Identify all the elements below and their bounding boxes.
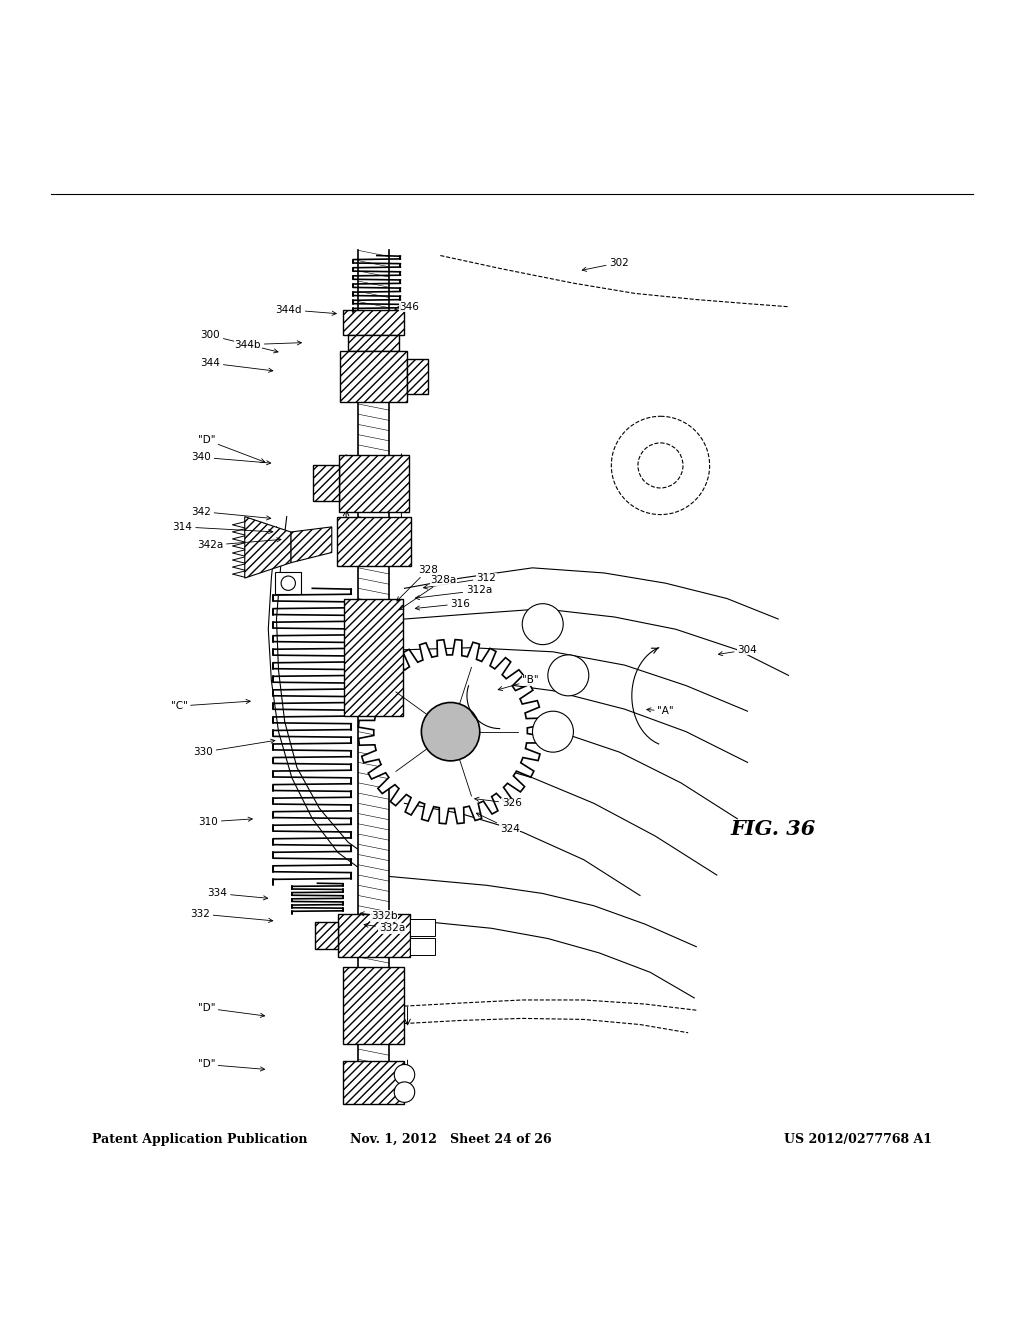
Circle shape — [422, 702, 479, 760]
Circle shape — [394, 1064, 415, 1085]
Bar — [343, 1061, 404, 1105]
Polygon shape — [245, 516, 291, 578]
Text: "A": "A" — [647, 706, 674, 717]
Bar — [337, 516, 411, 566]
Text: 340: 340 — [191, 453, 270, 465]
Text: 328: 328 — [397, 565, 437, 601]
Bar — [339, 455, 409, 512]
Text: 346: 346 — [395, 302, 419, 312]
Text: 344d: 344d — [275, 305, 336, 315]
Polygon shape — [358, 640, 543, 824]
Text: 342a: 342a — [197, 537, 281, 550]
Text: 314: 314 — [173, 521, 272, 533]
Text: 344b: 344b — [234, 339, 301, 350]
Text: 312: 312 — [424, 573, 496, 589]
Bar — [313, 466, 339, 502]
Text: 332b: 332b — [360, 911, 397, 921]
Text: 304: 304 — [719, 644, 757, 656]
Bar — [275, 572, 301, 594]
Text: "D": "D" — [198, 1060, 264, 1071]
Bar — [348, 335, 399, 351]
Text: 302: 302 — [583, 257, 629, 272]
Text: 332: 332 — [190, 909, 272, 923]
Text: 300: 300 — [201, 330, 278, 352]
Text: "D": "D" — [198, 1003, 264, 1018]
Text: 342: 342 — [191, 507, 270, 520]
Text: 332a: 332a — [365, 923, 406, 933]
Text: "D": "D" — [198, 434, 265, 462]
Circle shape — [532, 711, 573, 752]
Bar — [410, 937, 435, 954]
Text: "B": "B" — [498, 676, 539, 690]
Bar — [344, 598, 403, 717]
Text: "C": "C" — [171, 700, 250, 711]
Bar — [343, 968, 404, 1044]
Circle shape — [548, 655, 589, 696]
Bar — [407, 359, 428, 393]
Bar — [343, 310, 404, 335]
Text: 330: 330 — [194, 739, 274, 758]
Text: 328a: 328a — [399, 576, 457, 610]
Text: 316: 316 — [416, 599, 470, 610]
Text: 312a: 312a — [416, 585, 493, 599]
Text: FIG. 36: FIG. 36 — [730, 818, 816, 840]
Circle shape — [394, 1082, 415, 1102]
Text: Patent Application Publication: Patent Application Publication — [92, 1133, 307, 1146]
Circle shape — [522, 603, 563, 644]
Bar — [340, 351, 408, 403]
Bar — [358, 251, 389, 1069]
Text: 334: 334 — [208, 888, 267, 900]
Text: US 2012/0277768 A1: US 2012/0277768 A1 — [783, 1133, 932, 1146]
Text: 326: 326 — [475, 797, 521, 808]
Circle shape — [281, 576, 296, 590]
Polygon shape — [291, 527, 332, 562]
Text: 310: 310 — [199, 817, 252, 826]
Bar — [338, 913, 410, 957]
Bar — [410, 919, 435, 936]
Text: Nov. 1, 2012   Sheet 24 of 26: Nov. 1, 2012 Sheet 24 of 26 — [350, 1133, 551, 1146]
Text: 344: 344 — [201, 358, 272, 372]
Text: 324: 324 — [476, 813, 519, 834]
Bar — [315, 923, 338, 949]
